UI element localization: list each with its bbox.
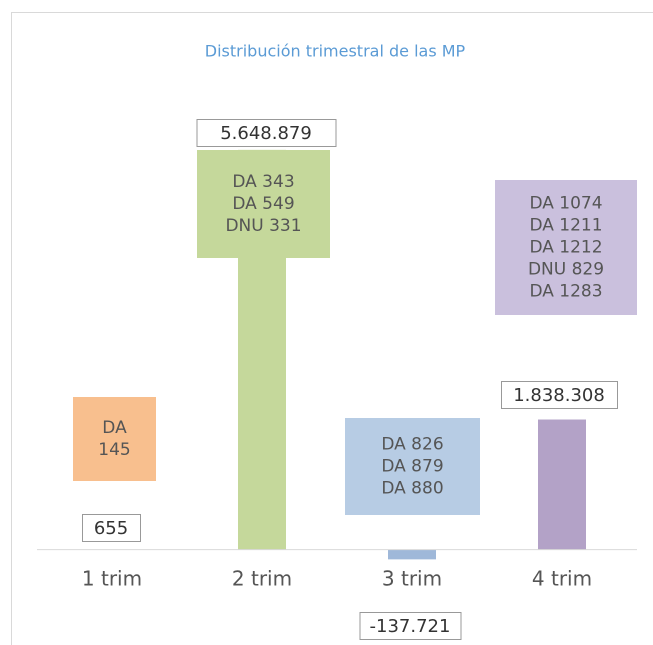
value-label-box <box>359 612 462 640</box>
annotation-text: DA 343 <box>232 172 294 192</box>
annotation-text: DA 826 <box>381 435 443 455</box>
annotation-text: DNU 331 <box>225 216 301 236</box>
annotation-text: DA 1212 <box>529 238 602 258</box>
annotation-text: DA 1283 <box>529 282 602 302</box>
annotation-box <box>345 418 480 515</box>
annotation-text: DA 880 <box>381 479 443 499</box>
chart-title: Distribución trimestral de las MP <box>205 42 466 61</box>
x-tick-label: 2 trim <box>232 567 292 591</box>
annotation-text: DA <box>102 418 127 438</box>
bar <box>538 419 586 550</box>
x-tick-label: 1 trim <box>82 567 142 591</box>
chart-frame <box>11 12 653 645</box>
annotation-text: DA 1211 <box>529 216 602 236</box>
annotation-text: DNU 829 <box>528 260 604 280</box>
annotation-text: DA 879 <box>381 457 443 477</box>
annotation-text: DA 549 <box>232 194 294 214</box>
annotation-text: DA 1074 <box>529 194 602 214</box>
annotation-box <box>73 397 156 481</box>
annotation-box <box>197 150 330 258</box>
bar <box>388 549 436 560</box>
value-label-box <box>196 119 337 147</box>
x-tick-label: 4 trim <box>532 567 592 591</box>
value-label: 1.838.308 <box>513 385 605 406</box>
annotation-text: 145 <box>98 440 130 460</box>
value-label-box <box>82 514 141 542</box>
value-label-box <box>501 381 618 409</box>
x-tick-label: 3 trim <box>382 567 442 591</box>
value-label: -137.721 <box>370 616 451 637</box>
annotation-box <box>495 180 637 315</box>
value-label: 655 <box>94 518 128 539</box>
value-label: 5.648.879 <box>220 123 312 144</box>
